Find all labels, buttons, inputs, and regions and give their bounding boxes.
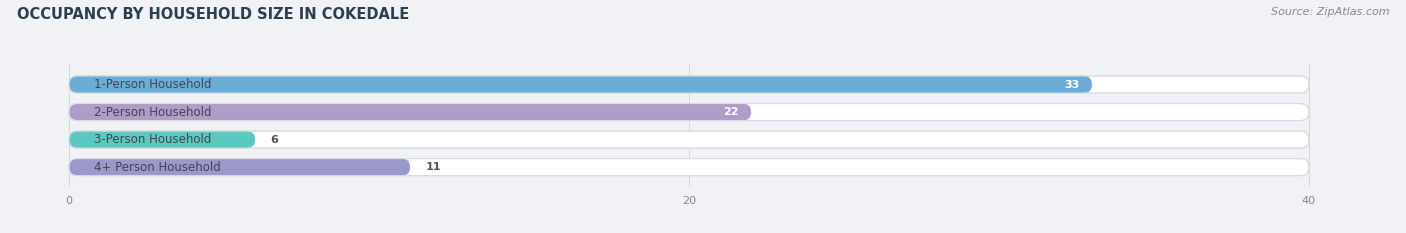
FancyBboxPatch shape bbox=[69, 131, 254, 148]
Text: 2-Person Household: 2-Person Household bbox=[94, 106, 211, 119]
Text: 22: 22 bbox=[723, 107, 738, 117]
Text: OCCUPANCY BY HOUSEHOLD SIZE IN COKEDALE: OCCUPANCY BY HOUSEHOLD SIZE IN COKEDALE bbox=[17, 7, 409, 22]
Text: 6: 6 bbox=[270, 135, 278, 145]
FancyBboxPatch shape bbox=[69, 131, 1309, 148]
FancyBboxPatch shape bbox=[69, 159, 1309, 176]
Text: Source: ZipAtlas.com: Source: ZipAtlas.com bbox=[1271, 7, 1389, 17]
Text: 1-Person Household: 1-Person Household bbox=[94, 78, 211, 91]
Text: 3-Person Household: 3-Person Household bbox=[94, 133, 211, 146]
FancyBboxPatch shape bbox=[69, 76, 1309, 93]
FancyBboxPatch shape bbox=[69, 103, 751, 121]
Text: 11: 11 bbox=[426, 162, 441, 172]
FancyBboxPatch shape bbox=[69, 76, 1092, 93]
FancyBboxPatch shape bbox=[69, 103, 1309, 121]
Text: 4+ Person Household: 4+ Person Household bbox=[94, 161, 221, 174]
Text: 33: 33 bbox=[1064, 79, 1080, 89]
FancyBboxPatch shape bbox=[69, 159, 411, 176]
